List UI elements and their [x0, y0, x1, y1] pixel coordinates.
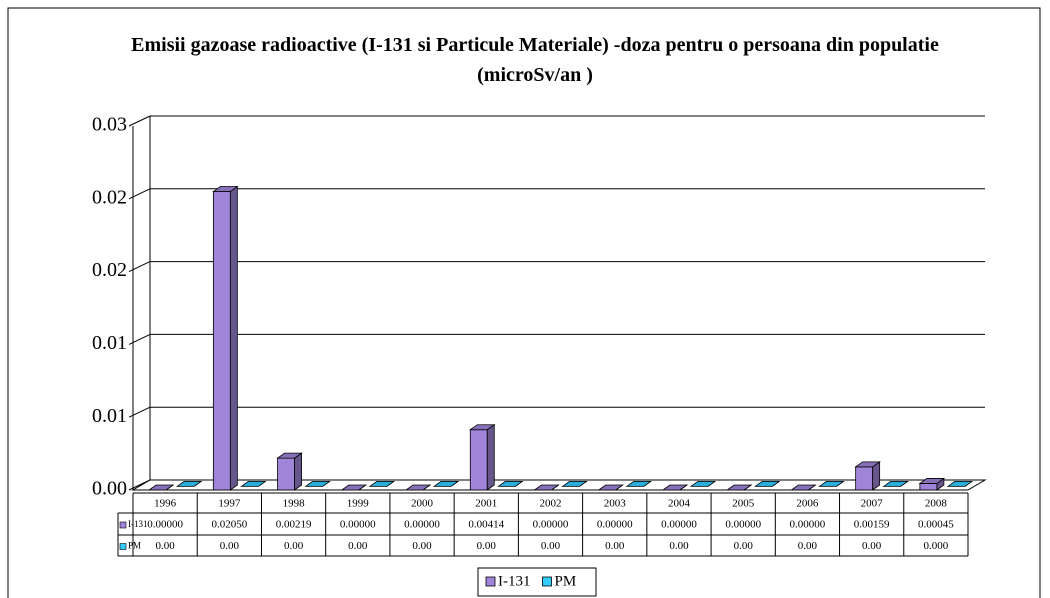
table-cell: 0.00000 [725, 519, 761, 531]
bar-top [175, 480, 203, 487]
bar-top [497, 480, 524, 487]
table-row-label: I-131 [128, 519, 148, 529]
y-tick [128, 333, 151, 345]
table-row-label: PM [128, 541, 141, 551]
x-tick-label: 2001 [475, 498, 497, 510]
table-cell: 0.00000 [147, 519, 183, 531]
table-cell: 0.00000 [597, 519, 633, 531]
bar-top [212, 186, 239, 192]
y-tick-label: 0.01 [92, 332, 127, 354]
y-tick-label: 0.02 [92, 259, 127, 281]
bar-top [469, 424, 496, 431]
table-cell: 0.00 [669, 540, 689, 552]
legend-key [542, 576, 552, 587]
legend-label: I-131 [498, 573, 531, 589]
x-tick-label: 1998 [283, 498, 306, 510]
x-tick-label: 2000 [411, 498, 434, 510]
bar-top [404, 484, 432, 491]
bar-top [689, 480, 717, 487]
x-tick-label: 2003 [604, 498, 627, 510]
bar-top [432, 480, 460, 487]
table-legend-key [119, 543, 127, 550]
table-cell: 0.00 [348, 540, 368, 552]
chart-frame [7, 7, 1041, 598]
table-cell: 0.00000 [790, 519, 826, 531]
table-cell: 0.00 [541, 540, 561, 552]
x-tick-label: 2008 [925, 498, 948, 510]
bar-side [294, 452, 302, 491]
bar [212, 191, 231, 491]
table-cell: 0.00000 [404, 519, 440, 531]
bar-top [661, 484, 689, 491]
table-cell: 0.00 [155, 540, 175, 552]
bar [277, 457, 295, 491]
bar-top [946, 480, 974, 487]
bar-top [725, 484, 753, 491]
bar-side [486, 423, 495, 491]
bar-top [276, 452, 303, 459]
table-cell: 0.000 [924, 540, 949, 552]
bar [469, 429, 488, 491]
y-tick [128, 115, 151, 127]
bar-top [533, 484, 560, 491]
y-tick-label: 0.03 [92, 114, 127, 136]
x-tick-label: 2007 [861, 498, 884, 510]
legend-key [485, 576, 496, 587]
table-cell: 0.00 [862, 540, 882, 552]
table-cell: 0.00000 [661, 519, 697, 531]
bar [855, 466, 874, 491]
table-cell: 0.02050 [211, 519, 247, 531]
bar-top [625, 480, 652, 487]
table-cell: 0.00000 [533, 519, 569, 531]
table-cell: 0.00 [412, 540, 432, 552]
y-tick [128, 406, 151, 418]
legend-box [477, 567, 597, 597]
x-tick-label: 2004 [668, 498, 691, 510]
table-cell: 0.00 [284, 540, 304, 552]
bar-top [818, 480, 845, 487]
bar-top [147, 484, 175, 491]
x-tick-label: 2005 [732, 498, 755, 510]
bar [919, 483, 938, 491]
table-cell: 0.00414 [468, 519, 504, 531]
bar-top [790, 484, 817, 491]
table-cell: 0.00 [734, 540, 754, 552]
bar-side [229, 185, 238, 491]
table-cell: 0.00 [605, 540, 625, 552]
x-tick-label: 1996 [154, 498, 177, 510]
bar-top [918, 478, 946, 484]
y-tick [128, 188, 151, 200]
y-tick-label: 0.02 [92, 186, 127, 208]
bar-top [368, 480, 396, 487]
x-tick-label: 2002 [540, 498, 562, 510]
table-cell: 0.00000 [340, 519, 376, 531]
table-cell: 0.00219 [276, 519, 312, 531]
y-tick [128, 261, 151, 273]
bar-top [597, 484, 624, 491]
table-cell: 0.00045 [918, 519, 954, 531]
y-tick-label: 0.01 [92, 405, 127, 427]
x-tick-label: 1999 [347, 498, 370, 510]
bar-top [304, 480, 331, 487]
bar-top [561, 480, 588, 487]
bar-top [882, 480, 909, 487]
bar-top [854, 461, 881, 468]
table-cell: 0.00159 [854, 519, 890, 531]
y-tick-label: 0.00 [92, 478, 127, 500]
bar-top [340, 484, 368, 491]
x-tick-label: 2006 [796, 498, 819, 510]
bar-top [240, 480, 267, 487]
table-legend-key [119, 521, 127, 529]
legend-label: PM [555, 573, 577, 589]
bar-top [753, 480, 781, 487]
x-tick-label: 1997 [218, 498, 241, 510]
table-cell: 0.00 [477, 540, 497, 552]
table-cell: 0.00 [220, 540, 240, 552]
table-cell: 0.00 [798, 540, 818, 552]
chart-title: Emisii gazoase radioactive (I-131 si Par… [131, 34, 939, 86]
